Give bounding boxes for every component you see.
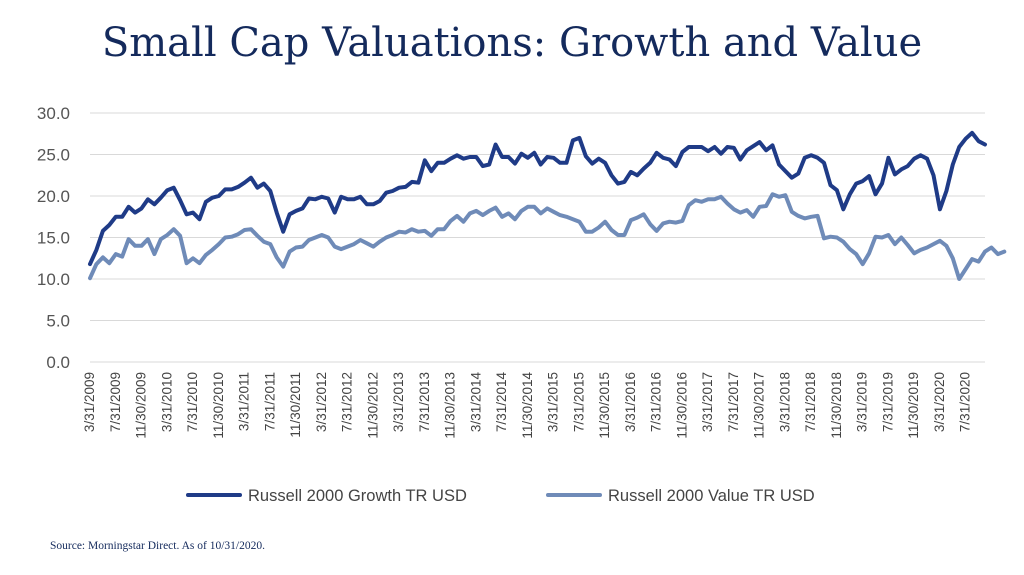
y-tick-label: 30.0	[37, 104, 70, 123]
x-tick-label: 3/31/2020	[932, 372, 947, 432]
x-tick-label: 3/31/2010	[159, 372, 174, 432]
legend-label: Russell 2000 Growth TR USD	[248, 487, 467, 505]
x-tick-label: 7/31/2017	[726, 372, 741, 432]
series-lines	[88, 130, 1007, 281]
legend-label: Russell 2000 Value TR USD	[608, 487, 815, 505]
x-tick-label: 3/31/2017	[700, 372, 715, 432]
legend: Russell 2000 Growth TR USD Russell 2000 V…	[186, 487, 815, 505]
x-tick-label: 7/31/2016	[649, 372, 664, 432]
x-tick-label: 7/31/2010	[185, 372, 200, 432]
x-tick-label: 11/30/2011	[288, 372, 303, 438]
x-tick-label: 3/31/2019	[855, 372, 870, 432]
x-tick-label: 7/31/2019	[880, 372, 895, 432]
y-tick-label: 5.0	[46, 312, 70, 331]
y-tick-label: 25.0	[37, 146, 70, 165]
y-tick-label: 15.0	[37, 229, 70, 248]
series-line-0	[88, 130, 987, 267]
x-tick-label: 11/30/2012	[365, 372, 380, 439]
x-tick-label: 3/31/2018	[777, 372, 792, 432]
x-axis-ticks: 3/31/2009 7/31/2009 11/30/2009 3/31/2010 7/3…	[82, 372, 973, 439]
x-tick-label: 3/31/2014	[468, 372, 483, 433]
x-tick-label: 7/31/2011	[262, 372, 277, 431]
x-tick-label: 3/31/2009	[82, 372, 97, 432]
series-line-1	[88, 192, 1007, 281]
x-tick-label: 3/31/2015	[546, 372, 561, 432]
chart-title: Small Cap Valuations: Growth and Value	[101, 20, 923, 66]
x-tick-label: 11/30/2018	[829, 372, 844, 439]
x-tick-label: 11/30/2016	[674, 372, 689, 439]
x-tick-label: 7/31/2020	[958, 372, 973, 432]
x-tick-label: 7/31/2009	[108, 372, 123, 432]
x-tick-label: 11/30/2019	[906, 372, 921, 439]
x-tick-label: 7/31/2014	[494, 372, 509, 433]
x-tick-label: 3/31/2013	[391, 372, 406, 432]
x-tick-label: 3/31/2011	[237, 372, 252, 431]
x-tick-label: 3/31/2016	[623, 372, 638, 432]
x-tick-label: 7/31/2015	[571, 372, 586, 432]
x-tick-label: 11/30/2017	[752, 372, 767, 439]
x-tick-label: 7/31/2018	[803, 372, 818, 432]
x-tick-label: 11/30/2009	[134, 372, 149, 439]
x-tick-label: 11/30/2013	[443, 372, 458, 439]
x-tick-label: 7/31/2012	[340, 372, 355, 432]
source-note: Source: Morningstar Direct. As of 10/31/…	[50, 540, 265, 552]
x-tick-label: 11/30/2014	[520, 372, 535, 439]
x-tick-label: 11/30/2010	[211, 372, 226, 439]
x-tick-label: 7/31/2013	[417, 372, 432, 432]
x-tick-label: 3/31/2012	[314, 372, 329, 432]
x-tick-label: 11/30/2015	[597, 372, 612, 439]
y-tick-label: 0.0	[46, 353, 70, 372]
y-axis-ticks: 0.0 5.0 10.0 15.0 20.0 25.0 30.0	[37, 104, 70, 372]
y-tick-label: 20.0	[37, 187, 70, 206]
y-tick-label: 10.0	[37, 270, 70, 289]
